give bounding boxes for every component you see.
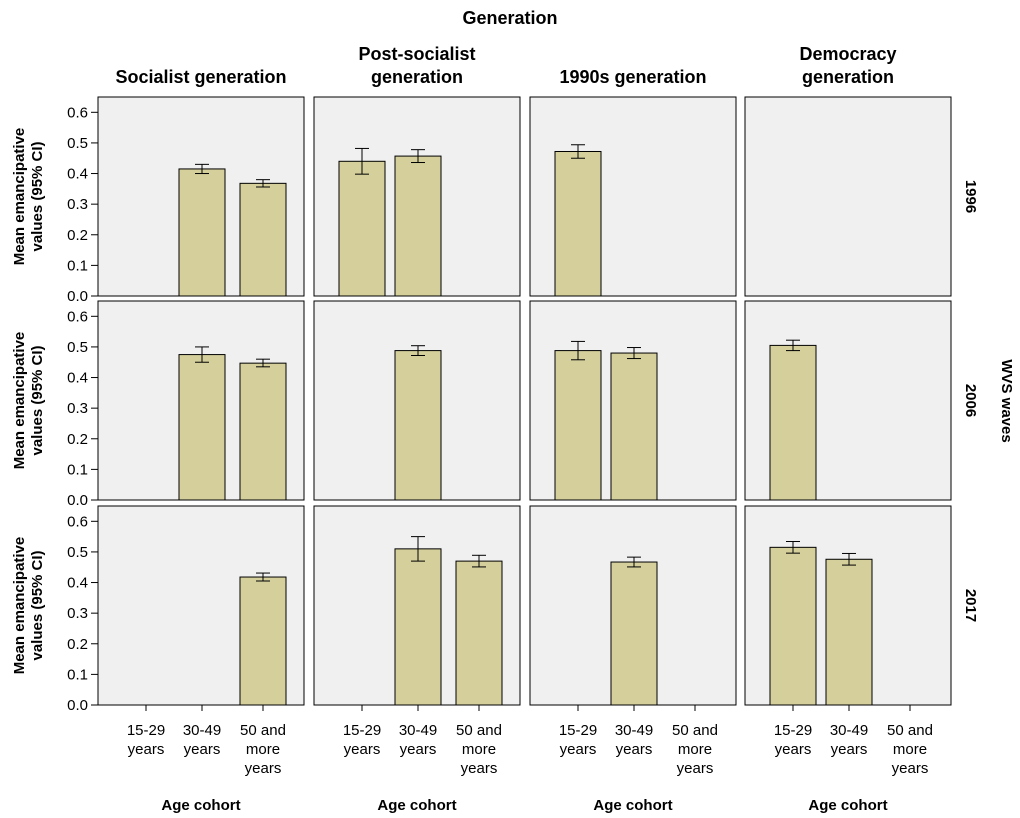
y-axis-label: values (95% CI) (29, 550, 46, 660)
x-tick-label: years (128, 741, 165, 758)
bar (338, 160, 386, 297)
bar (455, 560, 503, 706)
bar (610, 561, 658, 706)
x-tick-label: more (893, 741, 927, 758)
x-tick-label: 30-49 (399, 722, 437, 739)
y-tick-label: 0.3 (67, 196, 88, 213)
y-tick-label: 0.5 (67, 135, 88, 152)
row-facet-title: WVS waves (998, 359, 1015, 442)
y-tick-label: 0.1 (67, 666, 88, 683)
y-tick-label: 0.4 (67, 575, 88, 592)
y-tick-label: 0.6 (67, 104, 88, 121)
y-tick-label: 0.4 (67, 166, 88, 183)
x-tick-label: 15-29 (559, 722, 597, 739)
y-axis-label: values (95% CI) (29, 141, 46, 251)
x-tick-label: years (461, 760, 498, 777)
bar (394, 548, 442, 706)
column-facet-label: Democracy (799, 44, 896, 64)
x-tick-label: 15-29 (127, 722, 165, 739)
x-tick-label: years (892, 760, 929, 777)
y-tick-label: 0.2 (67, 431, 88, 448)
bar (239, 576, 287, 706)
y-axis-label: values (95% CI) (29, 345, 46, 455)
x-tick-label: years (560, 741, 597, 758)
x-tick-label: 50 and (672, 722, 718, 739)
y-tick-label: 0.5 (67, 544, 88, 561)
x-tick-label: 50 and (456, 722, 502, 739)
y-tick-label: 0.6 (67, 308, 88, 325)
bar (554, 150, 602, 297)
y-axis-label: Mean emancipative (11, 128, 28, 266)
bar (239, 182, 287, 297)
y-tick-label: 0.3 (67, 400, 88, 417)
x-tick-label: 15-29 (343, 722, 381, 739)
x-tick-label: years (344, 741, 381, 758)
x-tick-label: years (245, 760, 282, 777)
y-tick-label: 0.5 (67, 339, 88, 356)
x-tick-label: more (246, 741, 280, 758)
y-tick-label: 0.2 (67, 227, 88, 244)
bar (178, 354, 226, 501)
x-axis-label: Age cohort (161, 797, 240, 814)
row-facet-label: 1996 (962, 180, 979, 213)
y-axis-label: Mean emancipative (11, 332, 28, 470)
y-tick-label: 0.4 (67, 370, 88, 387)
x-tick-label: 30-49 (183, 722, 221, 739)
x-tick-label: years (775, 741, 812, 758)
bar (178, 168, 226, 297)
bar (554, 350, 602, 501)
y-tick-label: 0.0 (67, 492, 88, 509)
facet-panel (744, 96, 952, 297)
y-tick-label: 0.1 (67, 461, 88, 478)
x-tick-label: years (184, 741, 221, 758)
bar (825, 558, 873, 706)
x-tick-label: 30-49 (830, 722, 868, 739)
column-facet-label: 1990s generation (559, 67, 706, 87)
column-facet-label: Post-socialist (358, 44, 475, 64)
x-tick-label: years (616, 741, 653, 758)
bar (239, 362, 287, 501)
x-axis-label: Age cohort (808, 797, 887, 814)
bar (610, 352, 658, 501)
x-tick-label: years (831, 741, 868, 758)
chart-title: Generation (462, 8, 557, 28)
x-tick-label: 50 and (240, 722, 286, 739)
column-facet-label: Socialist generation (115, 67, 286, 87)
x-tick-label: more (462, 741, 496, 758)
x-tick-label: 30-49 (615, 722, 653, 739)
x-tick-label: years (677, 760, 714, 777)
column-facet-label: generation (802, 67, 894, 87)
x-tick-label: 50 and (887, 722, 933, 739)
y-tick-label: 0.2 (67, 636, 88, 653)
x-tick-label: 15-29 (774, 722, 812, 739)
bar (769, 344, 817, 501)
row-facet-label: 2006 (962, 384, 979, 417)
y-axis-label: Mean emancipative (11, 537, 28, 675)
y-tick-label: 0.6 (67, 513, 88, 530)
y-tick-label: 0.0 (67, 697, 88, 714)
y-tick-label: 0.3 (67, 605, 88, 622)
x-tick-label: more (678, 741, 712, 758)
row-facet-label: 2017 (962, 589, 979, 622)
bar (769, 546, 817, 706)
bar (394, 155, 442, 297)
bar (394, 350, 442, 501)
x-axis-label: Age cohort (593, 797, 672, 814)
column-facet-label: generation (371, 67, 463, 87)
y-tick-label: 0.0 (67, 288, 88, 305)
x-axis-label: Age cohort (377, 797, 456, 814)
x-tick-label: years (400, 741, 437, 758)
y-tick-label: 0.1 (67, 257, 88, 274)
